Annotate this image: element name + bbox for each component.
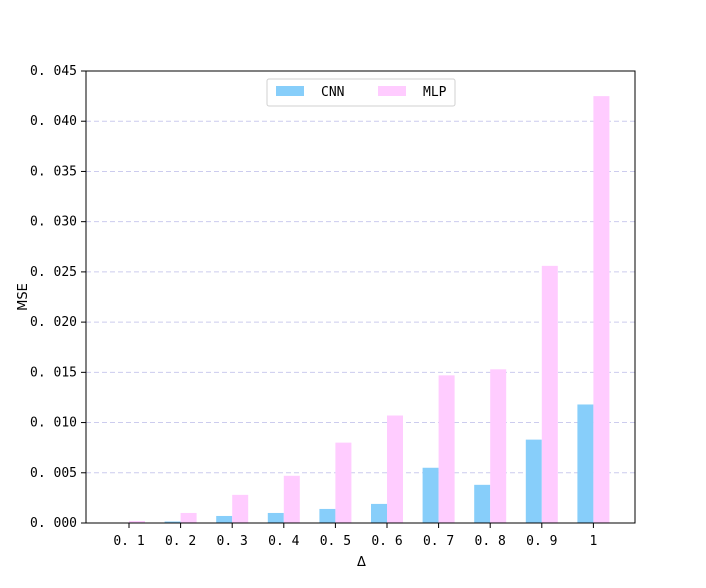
bar-cnn-6: [371, 503, 387, 523]
bars: [113, 96, 610, 523]
y-tick-label: 0. 035: [30, 164, 77, 179]
bar-mlp-5: [335, 442, 352, 523]
y-tick-label: 0. 000: [30, 516, 77, 531]
y-tick-label: 0. 030: [30, 215, 77, 230]
x-tick-label: 0. 7: [423, 534, 454, 549]
grid-lines: [86, 120, 635, 474]
bar-cnn-4: [267, 512, 284, 523]
x-tick-label: 0. 4: [268, 534, 299, 549]
legend-label-mlp: MLP: [423, 85, 447, 100]
y-tick-label: 0. 015: [30, 365, 77, 380]
legend-swatch-mlp: [378, 86, 406, 96]
x-axis-ticks: 0. 1 0. 2 0. 3 0. 4 0. 5 0. 6 0. 7 0. 8 0. 9 1: [113, 523, 597, 549]
legend: CNN MLP: [266, 78, 456, 107]
bar-mlp-2: [180, 512, 197, 523]
bar-cnn-8: [474, 484, 491, 523]
bar-mlp-7: [438, 375, 455, 523]
bar-mlp-3: [232, 494, 249, 523]
bar-mlp-6: [387, 415, 403, 523]
y-tick-label: 0. 020: [30, 315, 77, 330]
x-tick-label: 0. 5: [320, 534, 351, 549]
x-tick-label: 0. 1: [113, 534, 144, 549]
plot-frame: [85, 70, 636, 524]
bar-mlp-9: [541, 265, 558, 523]
bar-cnn-2: [164, 521, 181, 523]
y-tick-label: 0. 010: [30, 416, 77, 431]
y-tick-label: 0. 005: [30, 466, 77, 481]
x-tick-label: 0. 9: [526, 534, 557, 549]
y-tick-label: 0. 045: [30, 64, 77, 79]
x-tick-label: 0. 8: [475, 534, 506, 549]
y-tick-label: 0. 025: [30, 265, 77, 280]
x-axis-label: Δ: [357, 555, 366, 570]
x-tick-label: 0. 2: [165, 534, 196, 549]
bar-cnn-9: [525, 439, 542, 523]
bar-cnn-5: [319, 508, 336, 523]
y-axis-label: MSE: [16, 283, 31, 311]
bar-cnn-10: [577, 404, 594, 523]
x-tick-label: 0. 6: [371, 534, 402, 549]
legend-box: [266, 78, 456, 107]
x-tick-label: 1: [589, 534, 597, 549]
y-axis-ticks: 0. 000 0. 005 0. 010 0. 015 0. 020 0. 025 0. 0…: [30, 64, 86, 531]
y-tick-label: 0. 040: [30, 114, 77, 129]
bar-mlp-8: [490, 369, 507, 523]
bar-mlp-4: [283, 475, 300, 523]
legend-swatch-cnn: [276, 86, 304, 96]
legend-label-cnn: CNN: [321, 85, 344, 100]
bar-mlp-1: [129, 520, 145, 523]
bar-mlp-10: [593, 96, 610, 523]
bar-cnn-3: [216, 515, 233, 523]
bar-cnn-7: [422, 467, 439, 523]
x-tick-label: 0. 3: [217, 534, 248, 549]
